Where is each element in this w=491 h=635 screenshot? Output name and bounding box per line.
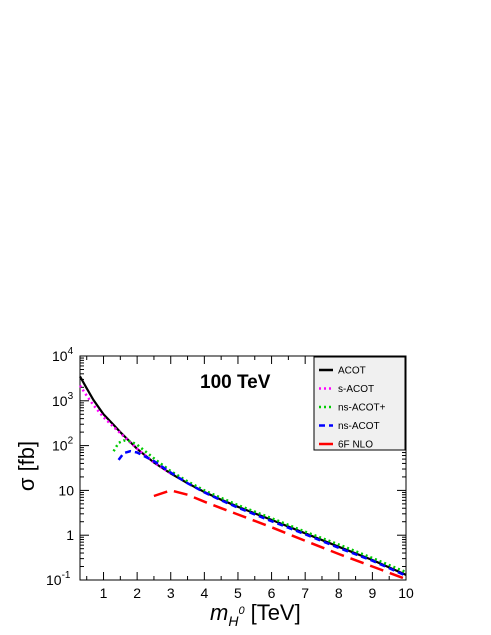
y-tick-labels: 10-1 1 10 102 103 104 bbox=[46, 346, 74, 588]
x-axis-title-main: m bbox=[210, 600, 228, 625]
x-tick-label: 2 bbox=[133, 585, 141, 601]
x-tick-label: 8 bbox=[335, 585, 343, 601]
x-tick-label: 6 bbox=[268, 585, 276, 601]
y-tick-label: 103 bbox=[52, 391, 74, 409]
series-line-6f-nlo bbox=[153, 489, 407, 581]
y-tick-label: 10-1 bbox=[46, 570, 71, 588]
y-tick-label: 104 bbox=[52, 346, 74, 364]
x-tick-label: 5 bbox=[234, 585, 242, 601]
y-tick-label: 102 bbox=[52, 436, 74, 454]
y-axis-title: σ [fb] bbox=[14, 441, 39, 491]
y-tick-label: 10 bbox=[58, 482, 74, 498]
legend-label: ns-ACOT bbox=[338, 421, 380, 432]
series-lines bbox=[78, 375, 407, 581]
legend-label: 6F NLO bbox=[338, 440, 373, 451]
x-tick-label: 3 bbox=[167, 585, 175, 601]
x-axis-title: mH0 [TeV] bbox=[210, 600, 301, 629]
legend-label: s-ACOT bbox=[338, 384, 374, 395]
x-tick-label: 1 bbox=[100, 585, 108, 601]
y-tick-label: 1 bbox=[66, 527, 74, 543]
annotation-energy: 100 TeV bbox=[200, 372, 271, 393]
x-axis-title-unit: [TeV] bbox=[251, 600, 301, 625]
x-tick-label: 7 bbox=[301, 585, 309, 601]
x-axis-title-sub: H bbox=[228, 613, 239, 629]
series-line-ns-acot bbox=[117, 449, 407, 577]
legend-label: ACOT bbox=[338, 366, 366, 377]
x-tick-label: 9 bbox=[368, 585, 376, 601]
legend-label: ns-ACOT+ bbox=[338, 403, 386, 414]
x-axis-title-sup: 0 bbox=[238, 605, 245, 617]
legend: ACOT s-ACOT ns-ACOT+ ns-ACOT 6F NLO bbox=[313, 356, 406, 451]
x-tick-labels: 1 2 3 4 5 6 7 8 9 10 bbox=[100, 585, 414, 601]
x-tick-label: 4 bbox=[200, 585, 208, 601]
legend-box bbox=[313, 356, 406, 451]
series-line-ns-acot- bbox=[112, 439, 407, 574]
x-tick-label: 10 bbox=[398, 585, 414, 601]
